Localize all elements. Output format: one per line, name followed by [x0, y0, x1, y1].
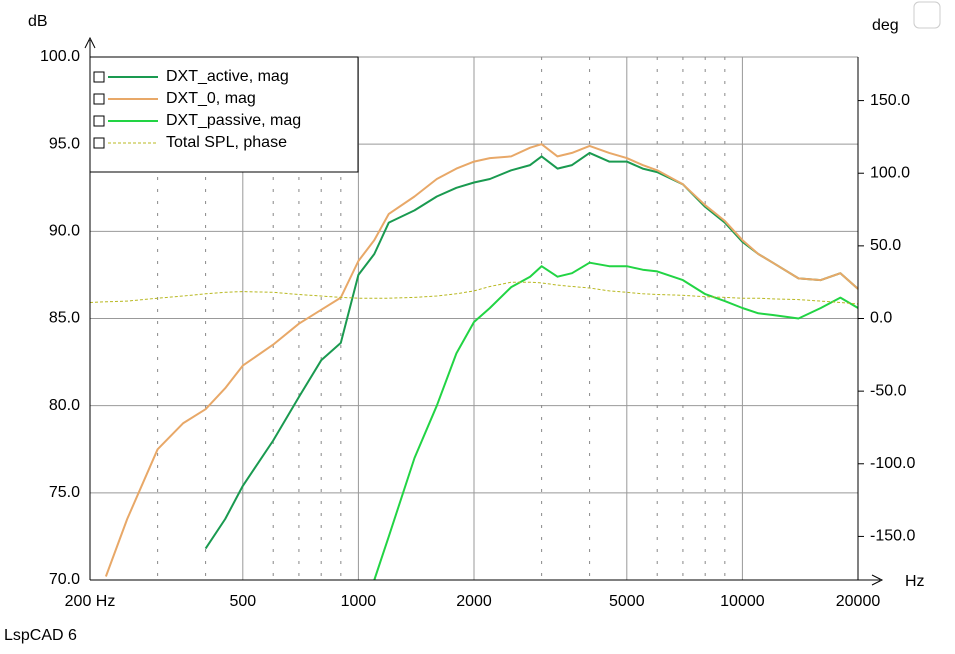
y-tick-label: 95.0 — [49, 135, 80, 152]
series-line — [104, 143, 859, 577]
x-tick-label: 1000 — [341, 593, 377, 610]
legend: DXT_active, mag DXT_0, mag DXT_passive, ma… — [89, 56, 359, 173]
x-tick-label: 5000 — [609, 593, 645, 610]
legend-label: DXT_0, mag — [166, 90, 256, 107]
y2-tick-label: 100.0 — [870, 164, 910, 181]
x-arrow — [871, 574, 884, 586]
series-line — [89, 281, 859, 305]
y2-tick-label: 50.0 — [870, 237, 901, 254]
x-tick-label: 10000 — [720, 593, 765, 610]
y2-tick-label: -50.0 — [870, 382, 907, 399]
x-axis-label: Hz — [905, 573, 925, 590]
x-tick-label: 500 — [229, 593, 256, 610]
y2-axis-label: deg — [872, 17, 899, 34]
x-tick-label: 200 Hz — [65, 593, 116, 610]
x-tick-label: 20000 — [836, 593, 881, 610]
lines — [89, 143, 859, 581]
legend-checkbox — [93, 115, 105, 127]
y-tick-label: 75.0 — [49, 484, 80, 501]
y2-tick-label: -100.0 — [870, 455, 915, 472]
y2-tick-label: -150.0 — [870, 528, 915, 545]
legend-label: Total SPL, phase — [166, 134, 287, 151]
window-button[interactable] — [913, 1, 941, 29]
legend-checkbox — [93, 71, 105, 83]
y-tick-label: 80.0 — [49, 397, 80, 414]
legend-label: DXT_passive, mag — [166, 112, 301, 129]
y-arrow — [84, 36, 96, 49]
y2-tick-label: 0.0 — [870, 310, 892, 327]
y-tick-label: 85.0 — [49, 310, 80, 327]
y-tick-label: 70.0 — [49, 571, 80, 588]
y-tick-label: 100.0 — [40, 48, 80, 65]
series-line — [373, 261, 859, 581]
x-tick-label: 2000 — [456, 593, 492, 610]
legend-checkbox — [93, 93, 105, 105]
footer: LspCAD 6 — [4, 627, 77, 644]
legend-label: DXT_active, mag — [166, 68, 289, 85]
y-axis-label: dB — [28, 13, 48, 30]
legend-checkbox — [93, 137, 105, 149]
y-tick-label: 90.0 — [49, 223, 80, 240]
y2-tick-label: 150.0 — [870, 92, 910, 109]
axes: 70.0 75.0 80.0 85.0 90.0 95.0 100.0 -150.0 -100.… — [40, 36, 915, 610]
